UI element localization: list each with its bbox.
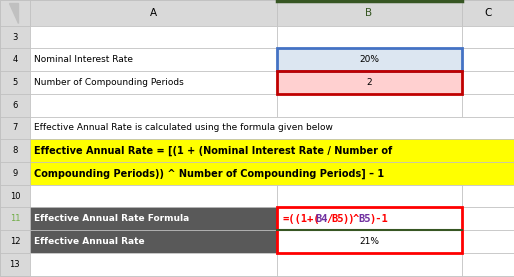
Text: 8: 8 [12, 146, 17, 155]
Bar [462, 253, 514, 276]
Text: Effective Annual Rate is calculated using the formula given below: Effective Annual Rate is calculated usin… [34, 124, 333, 132]
Text: 11: 11 [10, 214, 20, 223]
Bar [462, 0, 514, 26]
Bar [462, 185, 514, 207]
Bar [462, 48, 514, 71]
Text: C: C [484, 8, 491, 18]
Text: 5: 5 [12, 78, 17, 87]
Text: =((1+(: =((1+( [283, 214, 320, 224]
Bar [277, 48, 462, 71]
Bar [462, 26, 514, 48]
Bar [0, 139, 30, 162]
Bar [462, 94, 514, 117]
Bar [277, 48, 462, 71]
Text: 6: 6 [12, 101, 17, 110]
Text: 10: 10 [10, 192, 20, 201]
Bar [277, 0, 462, 26]
Text: 7: 7 [12, 124, 17, 132]
Bar [0, 230, 30, 253]
Text: B5: B5 [359, 214, 371, 224]
Bar [30, 48, 277, 71]
Text: 20%: 20% [359, 55, 379, 64]
Text: /: / [326, 214, 332, 224]
Bar [30, 94, 277, 117]
Bar [0, 26, 30, 48]
Text: Effective Annual Rate: Effective Annual Rate [34, 237, 144, 246]
Text: 3: 3 [12, 33, 17, 42]
Text: )): )) [342, 214, 355, 224]
Bar [0, 185, 30, 207]
Bar [30, 117, 514, 139]
Bar [30, 71, 277, 94]
Text: Compounding Periods)) ^ Number of Compounding Periods] – 1: Compounding Periods)) ^ Number of Compou… [34, 168, 384, 179]
Bar [277, 94, 462, 117]
Bar [30, 26, 277, 48]
Bar [462, 230, 514, 253]
Text: Nominal Interest Rate: Nominal Interest Rate [34, 55, 133, 64]
Bar [462, 207, 514, 230]
Text: Effective Annual Rate = [(1 + (Nominal Interest Rate / Number of: Effective Annual Rate = [(1 + (Nominal I… [34, 145, 392, 156]
Bar [30, 230, 277, 253]
Text: 9: 9 [12, 169, 17, 178]
Bar [30, 185, 277, 207]
Text: B4: B4 [315, 214, 328, 224]
Bar [0, 71, 30, 94]
Text: )-1: )-1 [370, 214, 388, 224]
Bar [30, 253, 277, 276]
Bar [462, 71, 514, 94]
Text: ^: ^ [353, 214, 359, 224]
Bar [277, 207, 462, 230]
Bar [30, 207, 277, 230]
Text: 2: 2 [366, 78, 372, 87]
Text: B5: B5 [332, 214, 344, 224]
Bar [277, 207, 462, 253]
Bar [30, 0, 277, 26]
Bar [277, 185, 462, 207]
Bar [30, 162, 514, 185]
Bar [0, 117, 30, 139]
Bar [0, 48, 30, 71]
Bar [277, 26, 462, 48]
Bar [277, 253, 462, 276]
Text: Effective Annual Rate Formula: Effective Annual Rate Formula [34, 214, 189, 223]
Bar [277, 230, 462, 253]
Bar [277, 71, 462, 94]
Bar [0, 162, 30, 185]
Bar [0, 0, 30, 26]
Bar [30, 139, 514, 162]
Polygon shape [9, 3, 19, 23]
Text: B: B [365, 8, 373, 18]
Bar [277, 71, 462, 94]
Bar [0, 207, 30, 230]
Text: 4: 4 [12, 55, 17, 64]
Text: Number of Compounding Periods: Number of Compounding Periods [34, 78, 183, 87]
Text: 21%: 21% [359, 237, 379, 246]
Text: 13: 13 [10, 260, 20, 269]
Bar [0, 253, 30, 276]
Bar [0, 94, 30, 117]
Text: 12: 12 [10, 237, 20, 246]
Text: A: A [150, 8, 157, 18]
